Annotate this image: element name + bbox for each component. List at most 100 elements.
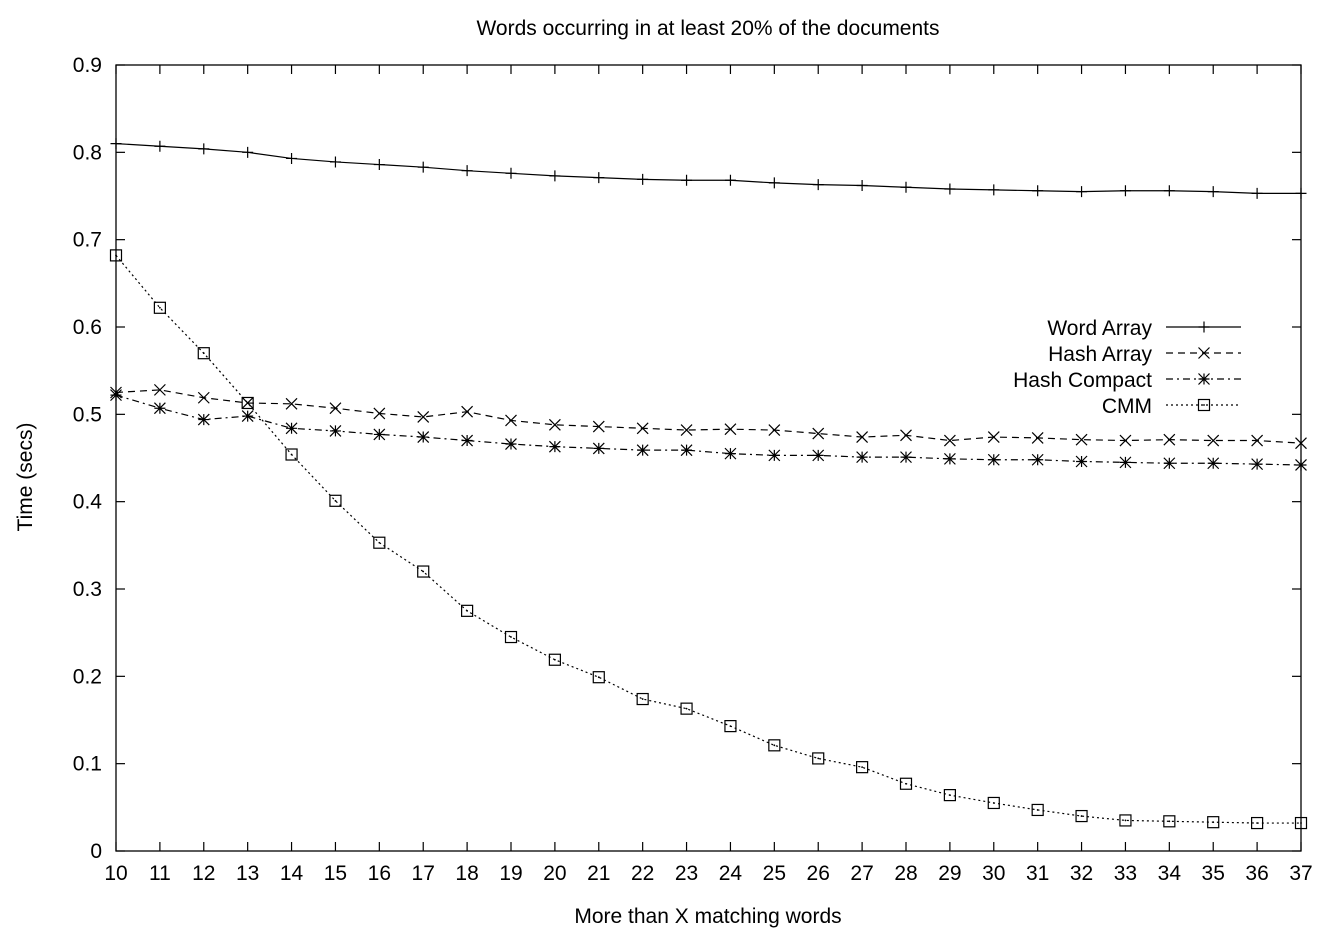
x-tick-label: 27 <box>850 862 873 885</box>
data-point-series-2 <box>285 422 298 435</box>
data-point-series-3-dot <box>773 744 776 747</box>
data-point-series-0 <box>505 167 517 179</box>
x-tick-label: 16 <box>368 862 391 885</box>
data-point-series-1 <box>943 434 956 447</box>
y-tick-label: 0.4 <box>73 491 103 514</box>
data-point-series-2 <box>1295 459 1307 471</box>
legend-label: CMM <box>1102 395 1152 418</box>
series-line-3 <box>115 255 1301 824</box>
data-point-series-3-dot <box>992 802 995 804</box>
data-point-series-0 <box>988 184 1000 196</box>
data-point-series-3 <box>417 565 430 578</box>
series-line-2 <box>115 394 1302 466</box>
data-point-series-3 <box>812 752 825 765</box>
data-point-series-2 <box>1163 457 1176 470</box>
legend-marker <box>1198 373 1210 385</box>
data-point-series-3 <box>899 777 913 790</box>
data-point-series-2 <box>724 447 737 460</box>
data-point-series-0 <box>329 156 341 168</box>
series-line-1 <box>115 389 1302 444</box>
data-point-series-1 <box>592 420 605 433</box>
data-point-series-0 <box>1119 185 1131 197</box>
data-point-series-0 <box>242 146 254 158</box>
data-point-series-3-dot <box>1080 815 1083 817</box>
data-point-series-0 <box>110 138 122 150</box>
data-point-series-3 <box>329 494 342 507</box>
data-point-series-3-dot <box>597 676 600 679</box>
data-point-series-3 <box>548 653 561 666</box>
data-point-series-1 <box>636 422 649 435</box>
x-tick-label: 17 <box>412 862 435 885</box>
data-point-series-3-dot <box>378 541 381 544</box>
y-tick-label: 0.5 <box>73 403 102 426</box>
data-point-series-2 <box>1119 456 1132 469</box>
data-point-series-3-dot <box>1256 822 1259 824</box>
data-point-series-0 <box>1163 185 1175 197</box>
data-point-series-0 <box>856 180 868 192</box>
data-point-series-0 <box>286 152 298 164</box>
x-tick-label: 21 <box>587 862 610 885</box>
data-point-series-2 <box>329 425 342 437</box>
y-tick-label: 0.8 <box>73 141 102 164</box>
data-point-series-3-dot <box>1212 821 1215 824</box>
data-point-series-3-dot <box>466 609 469 612</box>
x-tick-label: 25 <box>763 862 786 885</box>
data-point-series-2 <box>1207 457 1220 470</box>
data-point-series-3 <box>724 720 737 733</box>
x-tick-label: 19 <box>499 862 522 885</box>
data-point-series-3 <box>197 347 210 360</box>
y-tick-label: 0.6 <box>73 316 102 339</box>
data-point-series-3-dot <box>948 794 951 797</box>
data-point-series-2 <box>417 431 430 443</box>
data-point-series-3-dot <box>817 757 820 760</box>
x-tick-label: 10 <box>104 862 127 885</box>
data-point-series-2 <box>461 434 474 447</box>
data-point-series-3 <box>241 396 254 410</box>
data-point-series-0 <box>724 174 736 186</box>
x-tick-label: 24 <box>719 862 743 885</box>
data-point-series-2 <box>110 389 122 402</box>
data-point-series-0 <box>198 143 210 155</box>
data-point-series-3-dot <box>290 453 293 456</box>
data-point-series-3-dot <box>905 782 907 785</box>
data-point-series-1 <box>329 402 342 415</box>
x-tick-label: 34 <box>1158 862 1182 885</box>
data-point-series-3 <box>1075 809 1088 823</box>
x-tick-label: 30 <box>982 862 1005 885</box>
data-point-series-3 <box>856 761 869 774</box>
data-point-series-3-dot <box>1300 822 1302 824</box>
data-point-series-3 <box>636 692 649 706</box>
x-tick-label: 37 <box>1289 862 1312 885</box>
data-point-series-2 <box>987 453 1000 466</box>
legend-marker-dot <box>1203 404 1205 406</box>
data-point-series-3 <box>592 671 605 684</box>
data-point-series-3 <box>461 604 474 617</box>
data-point-series-3 <box>285 448 298 461</box>
y-tick-label: 0 <box>90 840 102 863</box>
data-point-series-3-dot <box>729 725 732 728</box>
data-point-series-1 <box>197 391 210 404</box>
x-tick-label: 23 <box>675 862 698 885</box>
x-tick-label: 22 <box>631 862 654 885</box>
data-point-series-0 <box>1251 187 1263 199</box>
data-point-series-1 <box>153 383 166 396</box>
data-point-series-1 <box>987 431 1000 443</box>
legend-label: Hash Compact <box>1013 369 1152 392</box>
y-tick-label: 0.7 <box>73 229 102 252</box>
data-point-series-2 <box>153 402 166 415</box>
data-point-series-2 <box>373 428 386 441</box>
x-tick-label: 36 <box>1245 862 1268 885</box>
data-point-series-1 <box>1207 434 1220 447</box>
data-point-series-3 <box>153 301 166 314</box>
data-point-series-2 <box>812 449 825 462</box>
data-point-series-2 <box>680 444 693 457</box>
data-point-series-0 <box>812 179 824 191</box>
data-point-series-1 <box>417 411 430 423</box>
x-tick-label: 20 <box>543 862 566 885</box>
data-point-series-1 <box>1295 437 1307 450</box>
data-point-series-1 <box>285 397 298 410</box>
data-point-series-2 <box>768 449 781 462</box>
x-tick-label: 32 <box>1070 862 1093 885</box>
data-point-series-1 <box>1163 433 1176 446</box>
